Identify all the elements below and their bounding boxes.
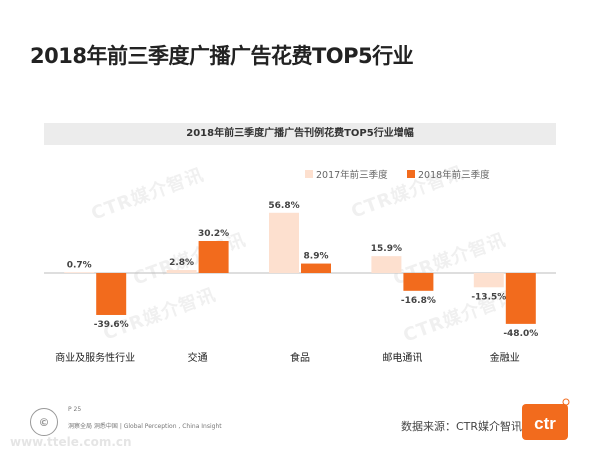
footer-tagline: 洞察全局 洞悉中国 | Global Perception , China In…	[68, 423, 222, 430]
legend-label: 2017年前三季度	[316, 169, 388, 181]
category-label: 交通	[188, 351, 208, 364]
legend-swatch	[407, 170, 415, 178]
bar-2018	[198, 240, 229, 273]
category-label: 邮电通讯	[382, 351, 422, 364]
bar-2018	[96, 273, 127, 315]
bar-2018	[505, 273, 536, 324]
bar-2018	[403, 273, 434, 291]
data-label: 8.9%	[304, 252, 329, 262]
data-label: 2.8%	[169, 258, 194, 268]
legend-label: 2018年前三季度	[418, 169, 490, 181]
data-label: 56.8%	[268, 201, 299, 211]
bar-2017	[269, 212, 299, 273]
bar-2017	[473, 273, 504, 288]
ctr-logo-icon: ctr	[522, 398, 570, 440]
svg-text:ctr: ctr	[534, 414, 556, 433]
data-label: 30.2%	[198, 229, 229, 239]
bar-2018	[301, 263, 331, 273]
chart-header-bar	[44, 123, 556, 145]
bar-2017	[64, 272, 95, 273]
data-label: -39.6%	[94, 320, 129, 330]
data-label: 0.7%	[67, 260, 92, 270]
data-label: 15.9%	[371, 244, 402, 254]
bar-2017	[166, 270, 197, 273]
legend-swatch	[305, 170, 313, 178]
data-label: -13.5%	[471, 292, 506, 302]
chart-title: 2018年前三季度广播广告刊例花费TOP5行业增幅	[186, 128, 414, 139]
data-label: -16.8%	[401, 296, 436, 306]
url-watermark: www.ttele.com.cn	[10, 435, 132, 449]
page-number: P 25	[68, 406, 82, 413]
data-label: -48.0%	[503, 329, 538, 339]
category-label: 金融业	[490, 351, 520, 364]
page-title: 2018年前三季度广播广告花费TOP5行业	[30, 44, 414, 68]
certification-badge-icon: ©	[30, 408, 58, 436]
category-label: 食品	[290, 351, 310, 364]
data-source: 数据来源：CTR媒介智讯	[400, 420, 522, 433]
bar-2017	[371, 256, 402, 273]
category-label: 商业及服务性行业	[55, 351, 135, 364]
